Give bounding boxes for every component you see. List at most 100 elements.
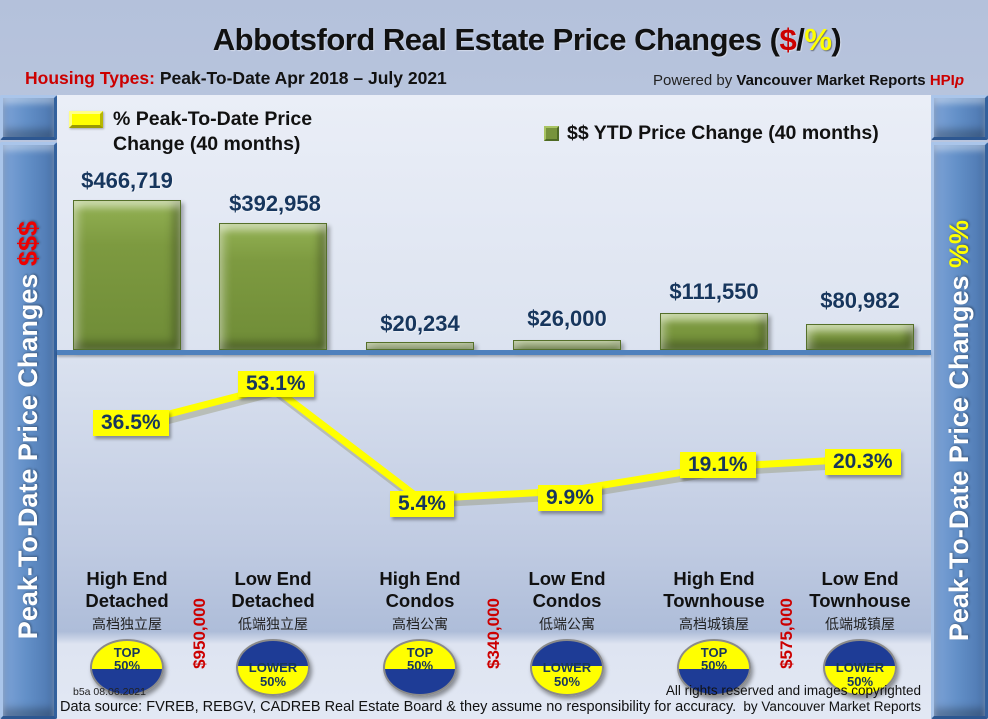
- bar-high-end-condos: [366, 342, 474, 350]
- category-name-line1: High End: [379, 568, 461, 589]
- title-percent-symbol: %: [804, 22, 832, 57]
- category-name: Low End Detached: [197, 568, 349, 612]
- top-50-badge: TOP 50%: [677, 638, 751, 696]
- title-text: Abbotsford Real Estate Price Changes (: [212, 22, 780, 57]
- category-chinese-label: 低端城镇屋: [825, 616, 895, 633]
- housing-types-label: Housing Types:: [25, 68, 155, 88]
- legend-percent-label: % Peak-To-Date Price Change (40 months): [113, 107, 312, 158]
- category-name: Low End Condos: [491, 568, 643, 612]
- left-sidebar-text: Peak-To-Date Price Changes: [13, 266, 43, 640]
- powered-prefix: Powered by: [653, 72, 737, 89]
- badge-line2: 50%: [406, 658, 434, 674]
- percent-line: [123, 383, 864, 503]
- category-high-end-townhouse: High End Townhouse 高档城镇屋 TOP 50%: [638, 568, 790, 696]
- percent-series-swatch-icon: [69, 111, 103, 128]
- badge-line1: TOP: [700, 644, 728, 660]
- category-name-line2: Condos: [532, 589, 602, 611]
- median-price-text: $950,000: [190, 597, 209, 669]
- percent-line-shadow: [126, 388, 867, 508]
- right-sidebar-label: Peak-To-Date Price Changes %%: [944, 220, 975, 641]
- category-high-end-detached: High End Detached 高档独立屋 TOP 50%: [51, 568, 203, 696]
- data-source-notice: Data source: FVREB, REBGV, CADREB Real E…: [60, 699, 737, 715]
- badge-line1: TOP: [113, 644, 141, 660]
- badge-text: TOP 50%: [385, 646, 455, 673]
- bar-value-low-end-condos: $26,000: [527, 306, 607, 331]
- x-axis-line: [57, 350, 931, 355]
- right-corner-block: [931, 95, 988, 140]
- median-price-text: $340,000: [484, 597, 503, 669]
- badge-line2: 50%: [700, 658, 728, 674]
- badge-line1: LOWER: [542, 660, 592, 676]
- category-chinese-label: 低端公寓: [539, 616, 595, 633]
- title-dollar-symbol: $: [779, 22, 797, 57]
- median-price-detached: $950,000: [190, 578, 210, 688]
- category-name-line2: Detached: [85, 589, 169, 611]
- right-sidebar-percent-accent: %%: [944, 219, 974, 268]
- category-low-end-detached: Low End Detached 低端独立屋 LOWER 50%: [197, 568, 349, 696]
- hpi-mark: HPI: [929, 72, 955, 89]
- category-name: High End Townhouse: [638, 568, 790, 612]
- brand-name: Vancouver Market Reports: [736, 72, 930, 89]
- category-name-line1: Low End: [821, 568, 899, 589]
- badge-line1: LOWER: [248, 660, 298, 676]
- category-name: High End Condos: [344, 568, 496, 612]
- pct-high-end-condos: 5.4%: [390, 491, 454, 517]
- title-slash: /: [796, 22, 805, 57]
- left-corner-block: [0, 95, 57, 140]
- rights-notice-line1: All rights reserved and images copyright…: [665, 683, 921, 698]
- badge-text: LOWER 50%: [238, 661, 308, 688]
- category-name-line1: High End: [673, 568, 755, 589]
- bar-value-high-end-detached: $466,719: [81, 168, 173, 193]
- category-low-end-condos: Low End Condos 低端公寓 LOWER 50%: [491, 568, 643, 696]
- lower-50-badge: LOWER 50%: [823, 638, 897, 696]
- bar-low-end-condos: [513, 340, 621, 350]
- badge-text: LOWER 50%: [825, 661, 895, 688]
- lower-50-badge: LOWER 50%: [236, 638, 310, 696]
- category-name: Low End Townhouse: [784, 568, 936, 612]
- badge-line2: 50%: [113, 658, 141, 674]
- page-title: Abbotsford Real Estate Price Changes ($/…: [0, 22, 988, 58]
- category-chinese-label: 高档独立屋: [92, 616, 162, 633]
- category-name-line1: Low End: [528, 568, 606, 589]
- bar-high-end-townhouse: [660, 313, 768, 350]
- top-50-badge: TOP 50%: [90, 638, 164, 696]
- pct-low-end-condos: 9.9%: [538, 485, 602, 511]
- category-name-line1: Low End: [234, 568, 312, 589]
- legend-percent-line1: % Peak-To-Date Price: [113, 108, 313, 130]
- bar-value-high-end-townhouse: $111,550: [669, 279, 759, 304]
- bar-low-end-townhouse: [806, 324, 914, 350]
- badge-text: TOP 50%: [679, 646, 749, 673]
- bar-high-end-detached: [73, 200, 181, 350]
- legend-dollar-label: $$ YTD Price Change (40 months): [567, 122, 879, 144]
- pct-high-end-townhouse: 19.1%: [680, 452, 756, 478]
- category-name-line2: Condos: [385, 589, 455, 611]
- category-chinese-label: 低端独立屋: [238, 616, 308, 633]
- right-sidebar: Peak-To-Date Price Changes %%: [931, 142, 988, 719]
- bar-value-high-end-condos: $20,234: [380, 311, 460, 336]
- version-stamp: b5a 08.06.2021: [73, 686, 146, 698]
- category-name-line1: High End: [86, 568, 168, 589]
- median-price-condos: $340,000: [484, 578, 504, 688]
- pct-low-end-townhouse: 20.3%: [825, 449, 901, 475]
- subtitle: Housing Types: Peak-To-Date Apr 2018 – J…: [25, 68, 447, 89]
- date-range-label: Peak-To-Date Apr 2018 – July 2021: [154, 68, 447, 88]
- badge-text: TOP 50%: [92, 646, 162, 673]
- median-price-townhouse: $575,000: [777, 578, 797, 688]
- powered-by: Powered by Vancouver Market Reports HPIp: [653, 72, 964, 89]
- category-name: High End Detached: [51, 568, 203, 612]
- left-sidebar-dollar-accent: $$$: [13, 221, 43, 267]
- chart-plot-area: % Peak-To-Date Price Change (40 months) …: [57, 95, 931, 719]
- badge-line2: 50%: [553, 674, 581, 690]
- category-high-end-condos: High End Condos 高档公寓 TOP 50%: [344, 568, 496, 696]
- pct-low-end-detached: 53.1%: [238, 371, 314, 397]
- legend-percent-line2: Change (40 months): [113, 133, 301, 156]
- title-close-paren: ): [831, 22, 842, 57]
- lower-50-badge: LOWER 50%: [530, 638, 604, 696]
- right-sidebar-text: Peak-To-Date Price Changes: [944, 267, 974, 642]
- badge-line2: 50%: [846, 674, 874, 690]
- category-chinese-label: 高档公寓: [392, 616, 448, 633]
- badge-line2: 50%: [259, 674, 287, 690]
- badge-line1: LOWER: [835, 660, 885, 676]
- left-sidebar-label: Peak-To-Date Price Changes $$$: [13, 221, 44, 639]
